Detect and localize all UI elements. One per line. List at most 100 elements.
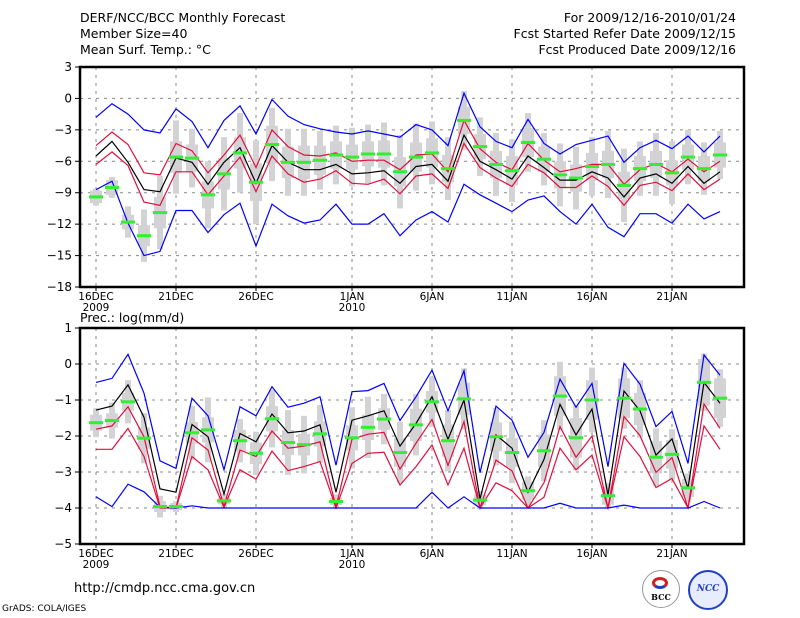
obs-mark xyxy=(153,505,167,509)
obs-mark xyxy=(473,145,487,149)
x-tick-year-label: 2009 xyxy=(83,302,110,314)
y-tick-label: −18 xyxy=(47,280,72,294)
x-tick-year-label: 2009 xyxy=(83,559,110,571)
obs-mark xyxy=(265,143,279,147)
obs-mark xyxy=(121,400,135,404)
x-tick-label: 11JAN xyxy=(496,548,527,560)
obs-mark xyxy=(281,160,295,164)
x-tick-label: 16DEC xyxy=(78,548,113,560)
obs-mark xyxy=(105,185,119,189)
y-tick-label: 0 xyxy=(64,357,72,371)
y-tick-label: −2 xyxy=(54,429,72,443)
obs-mark xyxy=(665,171,679,175)
x-tick-label: 6JAN xyxy=(420,548,445,560)
obs-mark xyxy=(697,167,711,171)
chart-title: DERF/NCC/BCC Monthly Forecast xyxy=(80,10,286,25)
obs-mark xyxy=(617,396,631,400)
obs-mark xyxy=(409,423,423,427)
y-tick-label: −6 xyxy=(54,154,72,168)
obs-mark xyxy=(217,172,231,176)
obs-mark xyxy=(201,193,215,197)
forecast-period: For 2009/12/16-2010/01/24 xyxy=(563,10,736,25)
obs-mark xyxy=(377,417,391,421)
y-tick-label: −9 xyxy=(54,186,72,200)
obs-mark xyxy=(697,380,711,384)
obs-mark xyxy=(329,500,343,504)
obs-mark xyxy=(169,505,183,509)
y-tick-label: 1 xyxy=(64,321,72,335)
series-ensemble-mean xyxy=(95,133,721,198)
series-ensemble-min xyxy=(95,483,721,509)
obs-mark xyxy=(713,153,727,157)
y-tick-label: −4 xyxy=(54,501,72,515)
x-tick-label: 6JAN xyxy=(420,291,445,303)
ncc-logo-text: NCC xyxy=(696,584,720,594)
obs-mark xyxy=(89,421,103,425)
obs-mark xyxy=(329,153,343,157)
obs-mark xyxy=(585,398,599,402)
series-ensemble-max xyxy=(95,91,721,164)
y-tick-label: −15 xyxy=(47,249,72,263)
plot-frame xyxy=(78,326,746,546)
obs-mark xyxy=(601,162,615,166)
series-ensemble-mean xyxy=(95,380,721,500)
obs-mark xyxy=(457,118,471,122)
obs-mark xyxy=(233,439,247,443)
obs-mark xyxy=(169,155,183,159)
obs-mark xyxy=(537,157,551,161)
bcc-logo-text: BCC xyxy=(651,592,671,602)
x-tick-label: 1JAN xyxy=(340,291,365,303)
obs-mark xyxy=(249,180,263,184)
x-tick-label: 26DEC xyxy=(238,291,273,303)
temp-variable-label: Mean Surf. Temp.: °C xyxy=(80,42,211,57)
obs-mark xyxy=(409,155,423,159)
obs-mark xyxy=(585,165,599,169)
obs-mark xyxy=(553,394,567,398)
obs-mark xyxy=(553,173,567,177)
obs-mark xyxy=(297,160,311,164)
obs-mark xyxy=(521,140,535,144)
x-tick-label: 21DEC xyxy=(158,548,193,560)
y-tick-label: −3 xyxy=(54,465,72,479)
member-size: Member Size=40 xyxy=(80,26,188,41)
series-mean-minus-sd xyxy=(95,142,721,207)
obs-mark xyxy=(105,419,119,423)
obs-mark xyxy=(265,417,279,421)
obs-mark xyxy=(633,407,647,411)
source-url[interactable]: http://cmdp.ncc.cma.gov.cn xyxy=(74,581,256,596)
obs-mark xyxy=(633,167,647,171)
obs-mark xyxy=(361,152,375,156)
x-tick-label: 1JAN xyxy=(340,548,365,560)
obs-mark xyxy=(185,156,199,160)
y-tick-label: −3 xyxy=(54,123,72,137)
series-mean-plus-sd xyxy=(95,402,721,511)
obs-mark xyxy=(249,451,263,455)
x-tick-label: 16DEC xyxy=(78,291,113,303)
obs-mark xyxy=(201,428,215,432)
y-tick-label: −1 xyxy=(54,393,72,407)
y-tick-label: 0 xyxy=(64,91,72,105)
obs-mark xyxy=(281,440,295,444)
y-tick-label: −12 xyxy=(47,217,72,231)
obs-mark xyxy=(121,220,135,224)
obs-mark xyxy=(425,400,439,404)
bcc-swirl-icon xyxy=(652,577,668,589)
x-tick-label: 21JAN xyxy=(656,291,687,303)
obs-mark xyxy=(377,152,391,156)
header-left: DERF/NCC/BCC Monthly Forecast Member Siz… xyxy=(80,10,285,58)
x-tick-label: 16JAN xyxy=(576,548,607,560)
obs-mark xyxy=(313,432,327,436)
obs-mark xyxy=(153,211,167,215)
obs-mark xyxy=(345,155,359,159)
obs-mark xyxy=(681,486,695,490)
obs-mark xyxy=(473,498,487,502)
obs-mark xyxy=(601,494,615,498)
obs-mark xyxy=(393,170,407,174)
x-tick-label: 11JAN xyxy=(496,291,527,303)
y-tick-label: 3 xyxy=(64,60,72,74)
obs-mark xyxy=(521,489,535,493)
series-mean-minus-sd xyxy=(96,424,721,511)
